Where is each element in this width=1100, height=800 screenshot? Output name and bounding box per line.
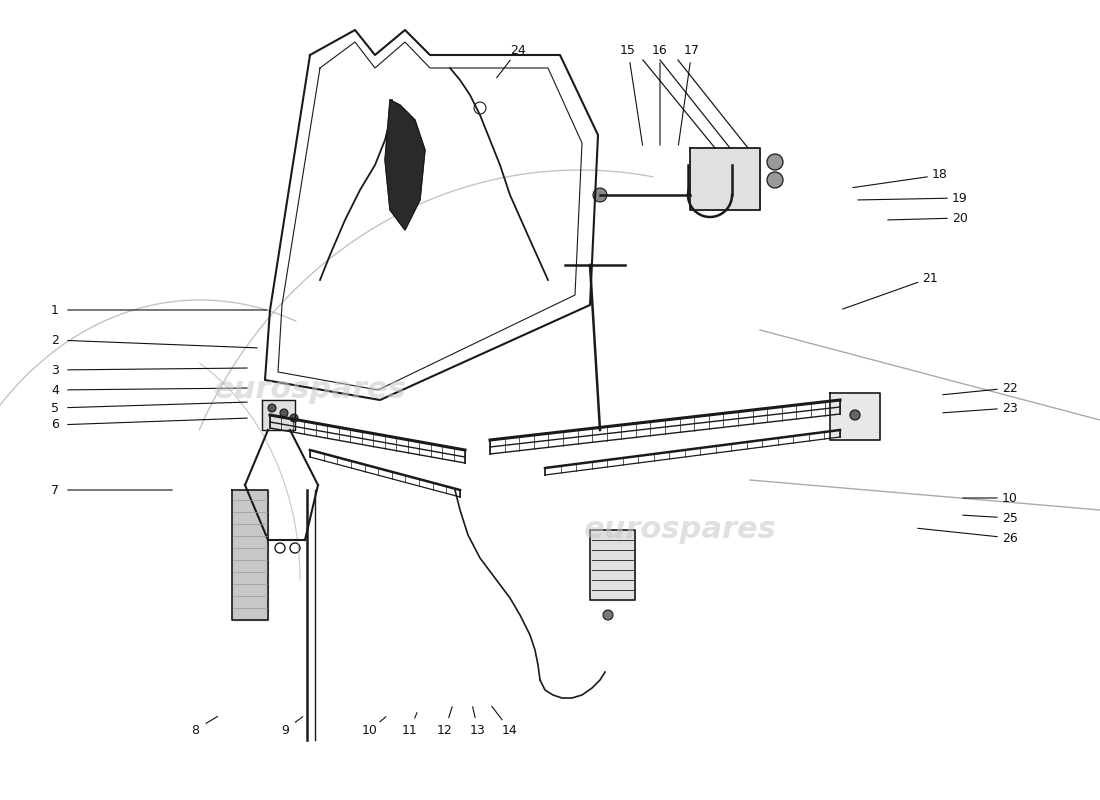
Text: 2: 2 [51,334,59,346]
Polygon shape [830,393,880,440]
Text: 4: 4 [51,383,59,397]
Circle shape [850,410,860,420]
Text: 8: 8 [191,723,199,737]
Polygon shape [262,400,295,430]
Text: 17: 17 [684,43,700,57]
Text: 15: 15 [620,43,636,57]
Text: 21: 21 [922,271,938,285]
Text: 3: 3 [51,363,59,377]
Text: 16: 16 [652,43,668,57]
Polygon shape [385,100,425,230]
Text: 11: 11 [403,723,418,737]
Polygon shape [690,148,760,210]
Text: 23: 23 [1002,402,1018,414]
Text: eurospares: eurospares [584,515,777,545]
Text: 5: 5 [51,402,59,414]
Circle shape [603,610,613,620]
Circle shape [593,188,607,202]
Text: 20: 20 [953,211,968,225]
Text: 22: 22 [1002,382,1018,394]
Polygon shape [232,490,268,620]
Circle shape [767,172,783,188]
Polygon shape [590,530,635,600]
Text: 6: 6 [51,418,59,431]
Text: 7: 7 [51,483,59,497]
Text: 18: 18 [932,169,948,182]
Text: 26: 26 [1002,531,1018,545]
Circle shape [767,154,783,170]
Text: 12: 12 [437,723,453,737]
Text: 24: 24 [510,43,526,57]
Text: 9: 9 [282,723,289,737]
Circle shape [280,409,288,417]
Text: 1: 1 [51,303,59,317]
Circle shape [290,414,298,422]
Text: 25: 25 [1002,511,1018,525]
Text: 10: 10 [1002,491,1018,505]
Text: 10: 10 [362,723,378,737]
Text: 13: 13 [470,723,486,737]
Text: eurospares: eurospares [213,375,406,405]
Circle shape [268,404,276,412]
Text: 14: 14 [502,723,518,737]
Text: 19: 19 [953,191,968,205]
